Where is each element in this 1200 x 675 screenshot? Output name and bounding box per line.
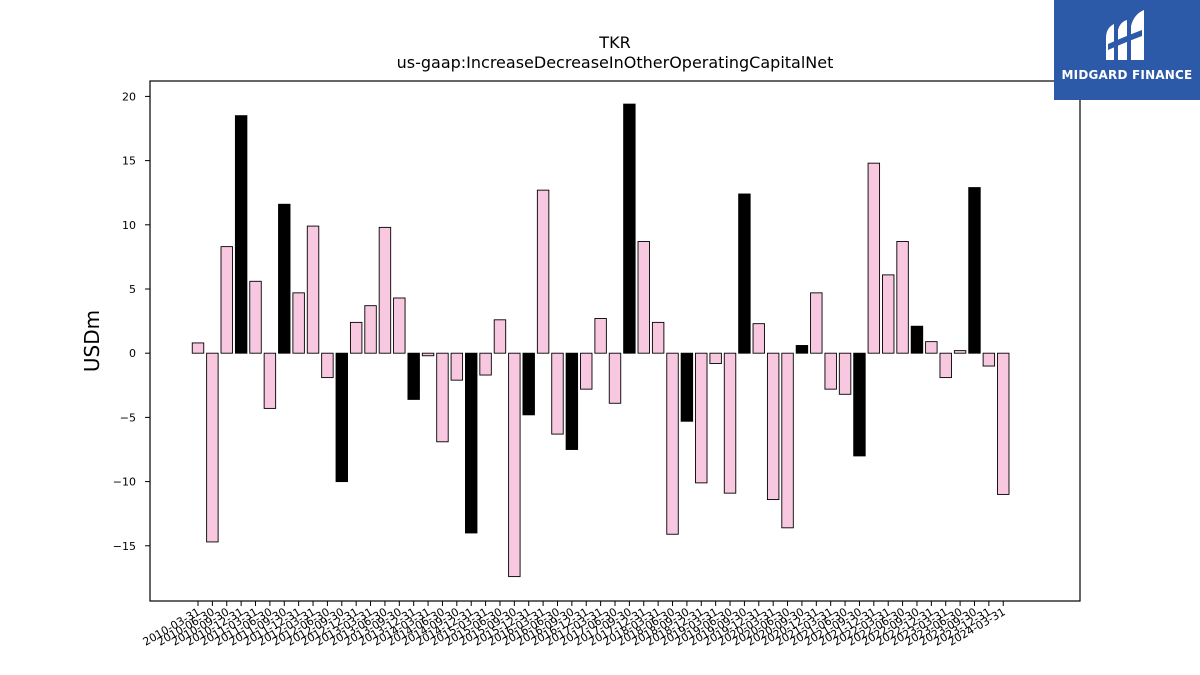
bar <box>465 352 478 534</box>
midgard-logo-icon <box>1054 0 1200 100</box>
bar <box>206 352 219 543</box>
bar <box>263 352 277 409</box>
bar <box>810 292 823 354</box>
bar <box>795 345 809 354</box>
bar <box>651 321 665 354</box>
bar <box>580 352 593 390</box>
bar <box>335 352 348 483</box>
bar <box>349 321 363 354</box>
bar <box>321 352 334 379</box>
bar <box>853 352 866 457</box>
bar <box>508 352 521 578</box>
bar <box>623 103 636 354</box>
bar <box>608 352 622 404</box>
bar <box>882 274 895 354</box>
bar <box>939 352 952 379</box>
y-tick-label: −15 <box>113 540 136 553</box>
bar <box>594 318 607 354</box>
bar <box>838 352 852 395</box>
chart-subtitle: us-gaap:IncreaseDecreaseInOtherOperating… <box>397 53 834 72</box>
y-axis-ticks: −15 −10 −5 0 5 10 15 20 <box>113 90 150 553</box>
bar <box>968 187 981 354</box>
bar <box>695 352 708 484</box>
bar <box>666 352 679 535</box>
bar <box>393 297 406 354</box>
bar <box>781 352 794 529</box>
bar <box>997 352 1010 495</box>
bar <box>982 352 996 367</box>
y-tick-label: 15 <box>122 155 136 168</box>
bar <box>220 246 233 354</box>
bar <box>680 352 694 422</box>
bar <box>766 352 780 501</box>
bar <box>867 162 881 354</box>
plot-frame <box>149 80 1081 602</box>
brand-logo: MIDGARD FINANCE <box>1054 0 1200 100</box>
bar <box>421 352 435 357</box>
bar <box>522 352 535 416</box>
y-tick-label: 10 <box>122 219 136 232</box>
y-axis-label: USDm <box>80 310 104 372</box>
bar <box>896 241 909 354</box>
bar <box>306 225 320 354</box>
bar <box>536 189 550 354</box>
bar <box>723 352 737 494</box>
bar <box>709 352 722 364</box>
bar <box>910 325 924 354</box>
bar <box>234 115 248 354</box>
bar <box>378 226 392 354</box>
bar <box>493 319 507 354</box>
bar <box>824 352 837 390</box>
bars-group <box>191 103 1010 578</box>
bar <box>925 341 938 354</box>
y-tick-label: 20 <box>122 90 136 103</box>
bar <box>249 280 262 354</box>
bar <box>637 241 650 354</box>
bar <box>278 203 291 354</box>
bar <box>479 352 492 376</box>
bar <box>191 342 205 354</box>
bar <box>364 305 377 354</box>
x-axis-ticks: 2010-03-312010-06-302010-09-302010-12-31… <box>141 601 1008 649</box>
bar <box>752 323 765 354</box>
brand-name: MIDGARD FINANCE <box>1061 68 1193 82</box>
bar <box>953 350 967 354</box>
bar <box>436 352 449 443</box>
bar <box>450 352 464 381</box>
y-tick-label: −5 <box>120 411 136 424</box>
y-tick-label: 5 <box>129 283 136 296</box>
bar <box>407 352 420 400</box>
bar <box>565 352 579 450</box>
chart-title: TKR <box>598 33 630 52</box>
bar <box>292 292 305 354</box>
y-tick-label: 0 <box>129 347 136 360</box>
y-tick-label: −10 <box>113 476 136 489</box>
bar <box>551 352 564 435</box>
bar <box>738 193 751 354</box>
